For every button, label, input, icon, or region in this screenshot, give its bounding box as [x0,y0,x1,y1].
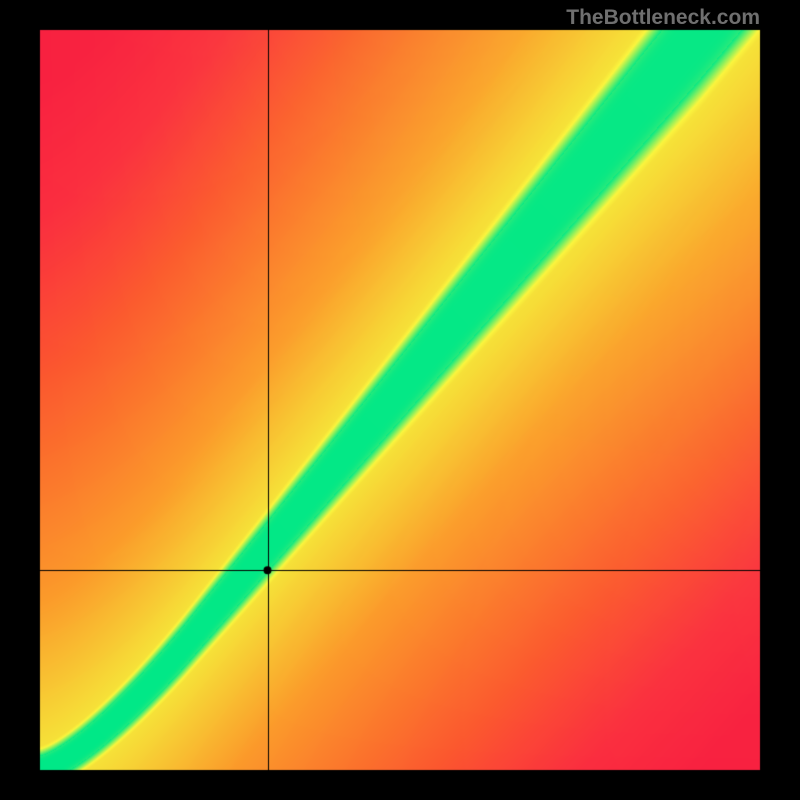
watermark-text: TheBottleneck.com [566,6,760,30]
chart-container: TheBottleneck.com [0,0,800,800]
bottleneck-heatmap [0,0,800,800]
